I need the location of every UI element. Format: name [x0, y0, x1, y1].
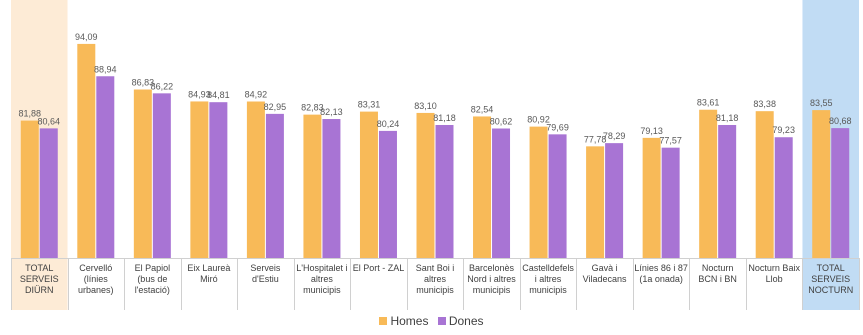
value-label-homes-3: 84,93 — [188, 89, 211, 99]
bar-homes-7 — [416, 112, 435, 258]
bar-homes-9 — [529, 126, 548, 258]
bar-dones-0 — [39, 128, 58, 258]
legend-swatch-homes — [379, 317, 388, 325]
value-label-dones-5: 82,13 — [320, 107, 343, 117]
category-label-6: El Port - ZAL — [352, 263, 405, 273]
bar-homes-11 — [642, 137, 661, 258]
value-label-homes-7: 83,10 — [414, 101, 437, 111]
value-label-homes-2: 86,83 — [132, 78, 155, 88]
value-label-homes-13: 83,38 — [753, 99, 776, 109]
legend-item-homes: Homes — [379, 314, 428, 328]
bar-homes-3 — [190, 101, 209, 258]
bar-dones-4 — [265, 113, 284, 259]
bar-dones-14 — [831, 128, 850, 258]
category-label-3: Eix Laureà Miró — [187, 263, 231, 284]
category-label-13: Nocturn Baix Llob — [748, 263, 800, 284]
category-label-7: Sant Boi i altres municipis — [415, 263, 455, 295]
category-label-14: TOTAL SERVEIS NOCTURN — [808, 263, 854, 295]
bar-homes-13 — [755, 111, 774, 258]
value-label-homes-5: 82,83 — [301, 103, 324, 113]
value-label-homes-1: 94,09 — [75, 32, 98, 42]
category-label-8: Barcelonès Nord i altres municipis — [467, 263, 516, 295]
bar-homes-5 — [303, 114, 322, 259]
value-label-homes-10: 77,78 — [584, 134, 607, 144]
legend: Homes Dones — [0, 314, 863, 328]
bar-dones-13 — [774, 137, 793, 258]
value-label-homes-0: 81,88 — [19, 109, 42, 119]
bar-homes-8 — [473, 116, 492, 259]
value-label-dones-8: 80,62 — [490, 117, 513, 127]
value-label-homes-12: 83,61 — [697, 98, 720, 108]
value-label-dones-9: 79,69 — [546, 122, 569, 132]
bar-homes-6 — [359, 111, 378, 259]
bar-homes-0 — [20, 120, 39, 258]
value-label-dones-11: 77,57 — [659, 136, 682, 146]
bar-dones-3 — [209, 102, 228, 258]
value-label-homes-4: 84,92 — [245, 90, 268, 100]
value-label-dones-13: 79,23 — [772, 125, 795, 135]
bar-dones-7 — [435, 124, 454, 259]
value-label-dones-14: 80,68 — [829, 116, 852, 126]
bar-homes-4 — [246, 101, 265, 258]
category-label-10: Gavà i Viladecans — [582, 263, 627, 284]
value-label-dones-3: 84,81 — [207, 90, 230, 100]
category-label-1: Cervelló (línies urbanes) — [78, 263, 114, 295]
bar-homes-10 — [586, 146, 605, 258]
bar-dones-12 — [718, 124, 737, 259]
value-label-homes-11: 79,13 — [640, 126, 663, 136]
bar-dones-8 — [492, 128, 511, 258]
value-label-dones-6: 80,24 — [377, 119, 400, 129]
bar-dones-5 — [322, 119, 341, 259]
bar-homes-1 — [77, 43, 96, 259]
bar-dones-11 — [661, 147, 680, 258]
category-label-2: El Papiol (bus de l'estació) — [134, 263, 171, 295]
value-label-homes-14: 83,55 — [810, 98, 833, 108]
bar-homes-12 — [699, 109, 718, 258]
bar-dones-2 — [152, 93, 171, 258]
value-label-dones-2: 86,22 — [151, 81, 174, 91]
legend-label-dones: Dones — [448, 314, 484, 328]
category-label-12: Nocturn BCN i BN — [698, 263, 737, 284]
value-label-homes-9: 80,92 — [527, 115, 550, 125]
legend-item-dones: Dones — [437, 314, 484, 328]
value-label-homes-6: 83,31 — [358, 100, 381, 110]
bar-dones-1 — [96, 76, 115, 258]
bar-homes-14 — [812, 110, 831, 258]
category-label-11: Línies 86 i 87 (1a onada) — [634, 263, 688, 284]
bar-dones-6 — [378, 130, 397, 258]
bar-dones-9 — [548, 134, 567, 258]
value-label-dones-4: 82,95 — [264, 102, 287, 112]
value-label-dones-12: 81,18 — [716, 113, 739, 123]
value-label-dones-0: 80,64 — [38, 116, 61, 126]
category-label-0: TOTAL SERVEIS DIÜRN — [19, 263, 59, 295]
value-label-dones-10: 78,29 — [603, 131, 626, 141]
value-label-homes-8: 82,54 — [471, 104, 494, 114]
value-label-dones-7: 81,18 — [433, 113, 456, 123]
category-label-5: L'Hospitalet i altres municipis — [296, 263, 348, 295]
category-label-4: Serveis d'Estiu — [250, 263, 281, 284]
bar-homes-2 — [133, 89, 152, 258]
legend-label-homes: Homes — [390, 314, 429, 328]
legend-swatch-dones — [437, 317, 446, 325]
bar-dones-10 — [605, 143, 624, 258]
category-label-9: Castelldefels i altres municipis — [522, 263, 574, 295]
value-label-dones-1: 88,94 — [94, 64, 117, 74]
